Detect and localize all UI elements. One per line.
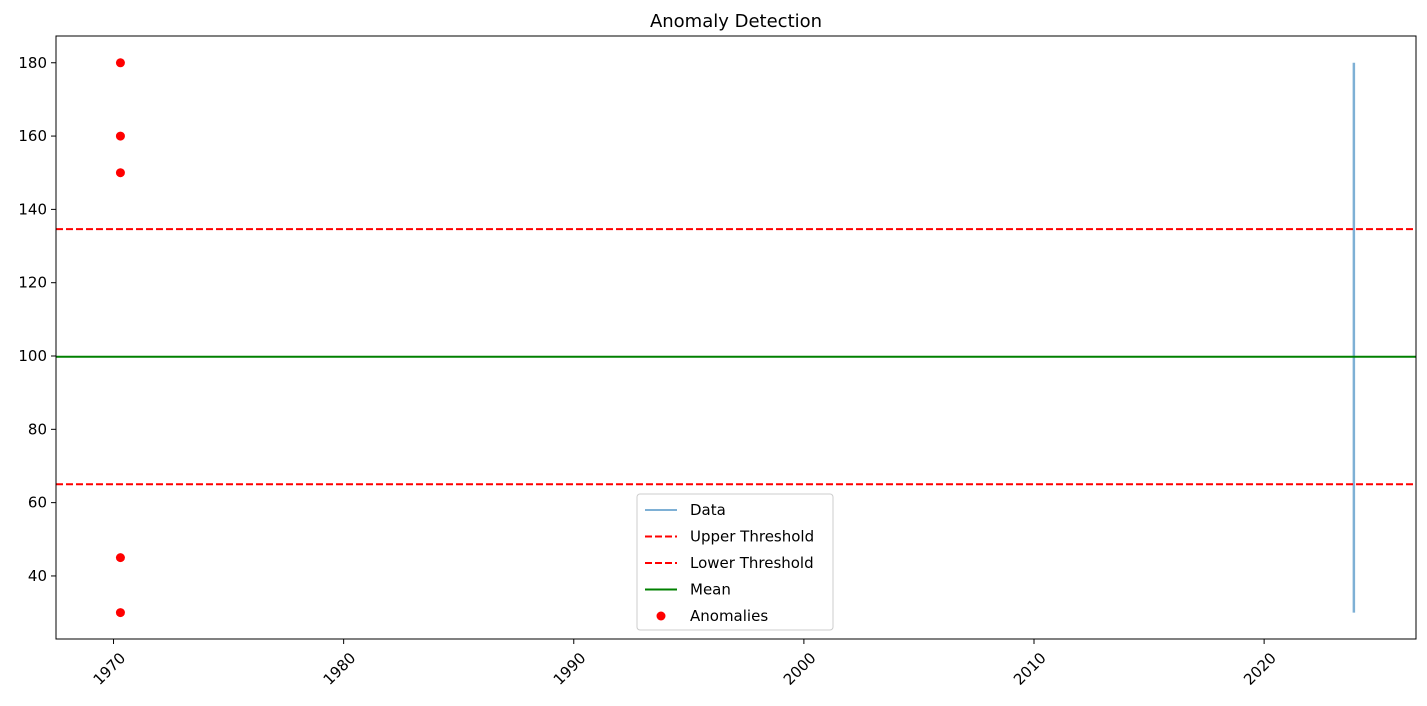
y-tick-label: 140 bbox=[18, 200, 47, 218]
legend-marker-anomalies bbox=[656, 611, 666, 621]
anomaly-point bbox=[115, 168, 125, 178]
legend-label-data: Data bbox=[690, 501, 726, 519]
y-tick-label: 180 bbox=[18, 54, 47, 72]
legend-label-lower-threshold: Lower Threshold bbox=[690, 554, 814, 572]
plot-area bbox=[56, 58, 1416, 618]
y-tick-label: 100 bbox=[18, 347, 47, 365]
anomaly-point bbox=[115, 131, 125, 141]
legend-label-upper-threshold: Upper Threshold bbox=[690, 528, 814, 546]
legend-label-mean: Mean bbox=[690, 581, 731, 599]
y-tick-label: 80 bbox=[28, 420, 47, 438]
plot-series bbox=[56, 58, 1416, 618]
chart-title: Anomaly Detection bbox=[650, 11, 822, 32]
y-tick-label: 60 bbox=[28, 494, 47, 512]
legend-label-anomalies: Anomalies bbox=[690, 607, 768, 625]
anomaly-point bbox=[115, 58, 125, 68]
y-tick-label: 40 bbox=[28, 567, 47, 585]
legend-box bbox=[636, 493, 834, 631]
anomaly-point bbox=[115, 553, 125, 563]
axes-frame bbox=[55, 35, 1417, 640]
legend: Data Upper Threshold Lower Threshold Mean An… bbox=[636, 493, 834, 631]
y-tick-label: 120 bbox=[18, 274, 47, 292]
anomaly-point bbox=[115, 608, 125, 618]
y-tick-label: 160 bbox=[18, 127, 47, 145]
